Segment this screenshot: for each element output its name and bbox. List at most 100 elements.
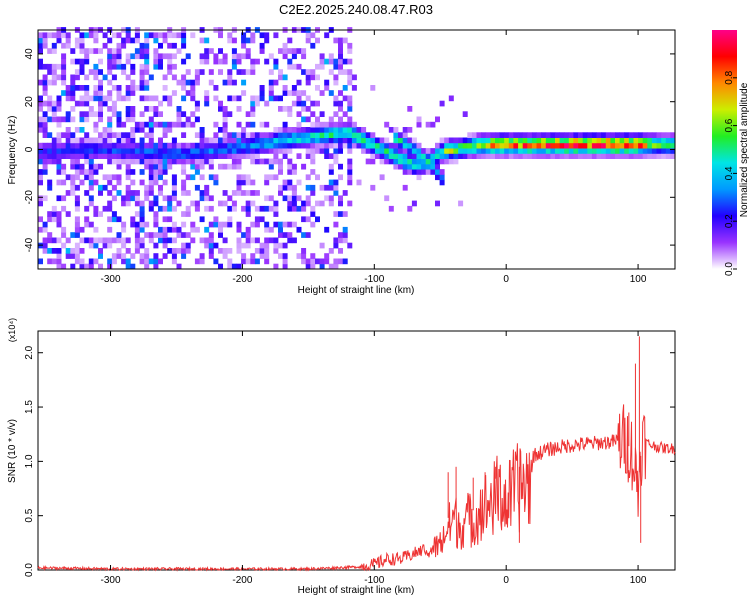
heatmap-cell	[111, 237, 117, 244]
heatmap-cell	[84, 142, 90, 149]
heatmap-cell	[301, 248, 307, 254]
heatmap-cell	[485, 153, 491, 159]
heatmap-cell	[245, 132, 251, 138]
heatmap-cell	[278, 242, 283, 249]
heatmap-cell	[615, 148, 620, 154]
heatmap-cell	[51, 69, 57, 75]
heatmap-cell	[407, 163, 413, 170]
heatmap-cell	[190, 79, 196, 86]
heatmap-cell	[333, 237, 339, 244]
heatmap-cell	[587, 142, 593, 149]
heatmap-cell	[259, 90, 265, 96]
heatmap-cell	[38, 226, 43, 233]
heatmap-cell	[158, 32, 163, 39]
heatmap-cell	[661, 142, 667, 149]
heatmap-cell	[411, 200, 417, 207]
heatmap-cell	[416, 116, 422, 123]
heatmap-cell	[342, 137, 348, 144]
heatmap-cell	[38, 169, 43, 175]
heatmap-cell	[324, 258, 330, 265]
heatmap-cell	[231, 53, 237, 60]
heatmap-cell	[107, 127, 113, 133]
heatmap-cell	[213, 221, 219, 228]
heatmap-cell	[481, 132, 487, 138]
heatmap-cell	[167, 100, 173, 107]
heatmap-cell	[361, 132, 367, 138]
heatmap-cell	[56, 158, 62, 165]
heatmap-cell	[458, 200, 464, 207]
heatmap-cell	[47, 258, 53, 265]
heatmap-cell	[171, 174, 177, 181]
heatmap-cell	[259, 32, 265, 39]
heatmap-cell	[250, 142, 256, 149]
heatmap-cell	[495, 153, 500, 159]
heatmap-cell	[148, 174, 154, 181]
heatmap-cell	[568, 148, 574, 154]
heatmap-cell	[102, 184, 108, 191]
heatmap-cell	[107, 258, 113, 265]
heatmap-cell	[61, 195, 67, 202]
heatmap-cell	[324, 253, 330, 259]
heatmap-cell	[125, 263, 131, 270]
heatmap-cell	[204, 205, 210, 212]
heatmap-cell	[125, 148, 131, 154]
heatmap-cell	[550, 142, 556, 149]
heatmap-cell	[65, 174, 71, 181]
heatmap-cell	[70, 263, 76, 270]
heatmap-cell	[222, 121, 228, 128]
heatmap-cell	[555, 142, 560, 149]
heatmap-cell	[144, 85, 150, 91]
snr-x-tick-label: 100	[630, 575, 647, 586]
heatmap-cell	[619, 153, 625, 159]
heatmap-cell	[38, 63, 43, 70]
heatmap-cell	[227, 74, 233, 81]
heatmap-cell	[315, 116, 320, 123]
heatmap-cell	[47, 48, 53, 54]
heatmap-cell	[171, 179, 177, 186]
heatmap-cell	[98, 137, 103, 144]
heatmap-cell	[148, 232, 154, 238]
heatmap-cell	[162, 195, 168, 202]
heatmap-cell	[508, 132, 514, 138]
heatmap-cell	[213, 137, 219, 144]
heatmap-cell	[467, 137, 473, 144]
heatmap-cell	[254, 216, 260, 223]
heatmap-cell	[74, 200, 80, 207]
heatmap-cell	[176, 226, 182, 233]
heatmap-cell	[250, 148, 256, 154]
heatmap-cell	[536, 137, 542, 144]
heatmap-cell	[319, 184, 325, 191]
heatmap-cell	[453, 158, 459, 165]
heatmap-cell	[111, 63, 117, 70]
heatmap-cell	[504, 132, 510, 138]
heatmap-cell	[578, 153, 584, 159]
heatmap-cell	[107, 53, 113, 60]
heatmap-cell	[338, 258, 343, 265]
heatmap-cell	[273, 158, 279, 165]
heatmap-cell	[222, 163, 228, 170]
heatmap-cell	[144, 221, 150, 228]
heatmap-cell	[213, 58, 219, 65]
heatmap-cell	[213, 85, 219, 91]
heatmap-cell	[250, 258, 256, 265]
heatmap-cell	[125, 32, 131, 39]
heatmap-cell	[190, 163, 196, 170]
heatmap-cell	[139, 48, 145, 54]
heatmap-cell	[305, 153, 311, 159]
heatmap-cell	[121, 226, 127, 233]
heatmap-cell	[259, 95, 265, 102]
heatmap-cell	[181, 121, 187, 128]
heatmap-cell	[536, 153, 542, 159]
heatmap-cell	[213, 258, 219, 265]
heatmap-cell	[338, 42, 343, 49]
heatmap-cell	[111, 58, 117, 65]
heatmap-cell	[222, 148, 228, 154]
heatmap-cell	[222, 79, 228, 86]
heatmap-cell	[236, 163, 242, 170]
heatmap-cell	[305, 263, 311, 270]
heatmap-cell	[51, 248, 57, 254]
heatmap-cell	[190, 153, 196, 159]
heatmap-cell	[338, 232, 343, 238]
heatmap-cell	[315, 37, 320, 44]
heatmap-cell	[328, 163, 334, 170]
